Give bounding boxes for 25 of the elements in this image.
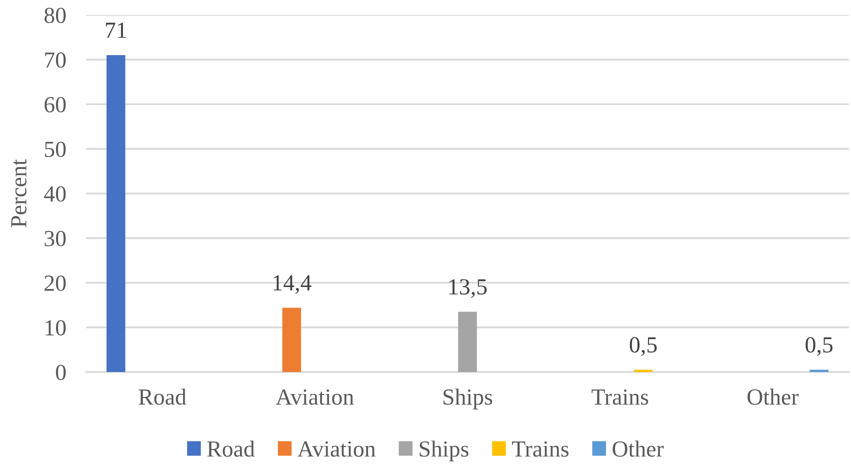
legend-label: Trains (512, 441, 569, 457)
y-tick-label: 50 (44, 142, 66, 158)
data-label: 13,5 (449, 279, 487, 298)
data-label: 71 (106, 22, 126, 38)
y-tick-label: 30 (44, 230, 66, 246)
x-tick-label: Aviation (276, 389, 354, 405)
x-tick-label: Trains (592, 389, 648, 405)
x-tick-label: Other (748, 388, 799, 405)
y-tick-label: 10 (46, 320, 66, 336)
legend-label: Other (612, 440, 664, 457)
data-label: 14,4 (274, 275, 312, 294)
y-tick-label: 80 (44, 8, 66, 24)
legend-label: Road (207, 440, 255, 457)
y-tick-label: 20 (44, 275, 66, 291)
y-tick-label: 40 (44, 186, 66, 202)
y-tick-label: 0 (56, 364, 66, 380)
y-axis-title: Percent (11, 159, 26, 228)
legend-label: Ships (420, 440, 468, 462)
data-label: 0,5 (806, 337, 833, 356)
legend-label: Aviation (298, 441, 376, 457)
y-tick-label: 70 (45, 52, 66, 68)
x-tick-label: Ships (444, 388, 492, 410)
data-label: 0,5 (630, 337, 657, 356)
y-tick-label: 60 (44, 96, 66, 112)
x-tick-label: Road (138, 388, 186, 405)
